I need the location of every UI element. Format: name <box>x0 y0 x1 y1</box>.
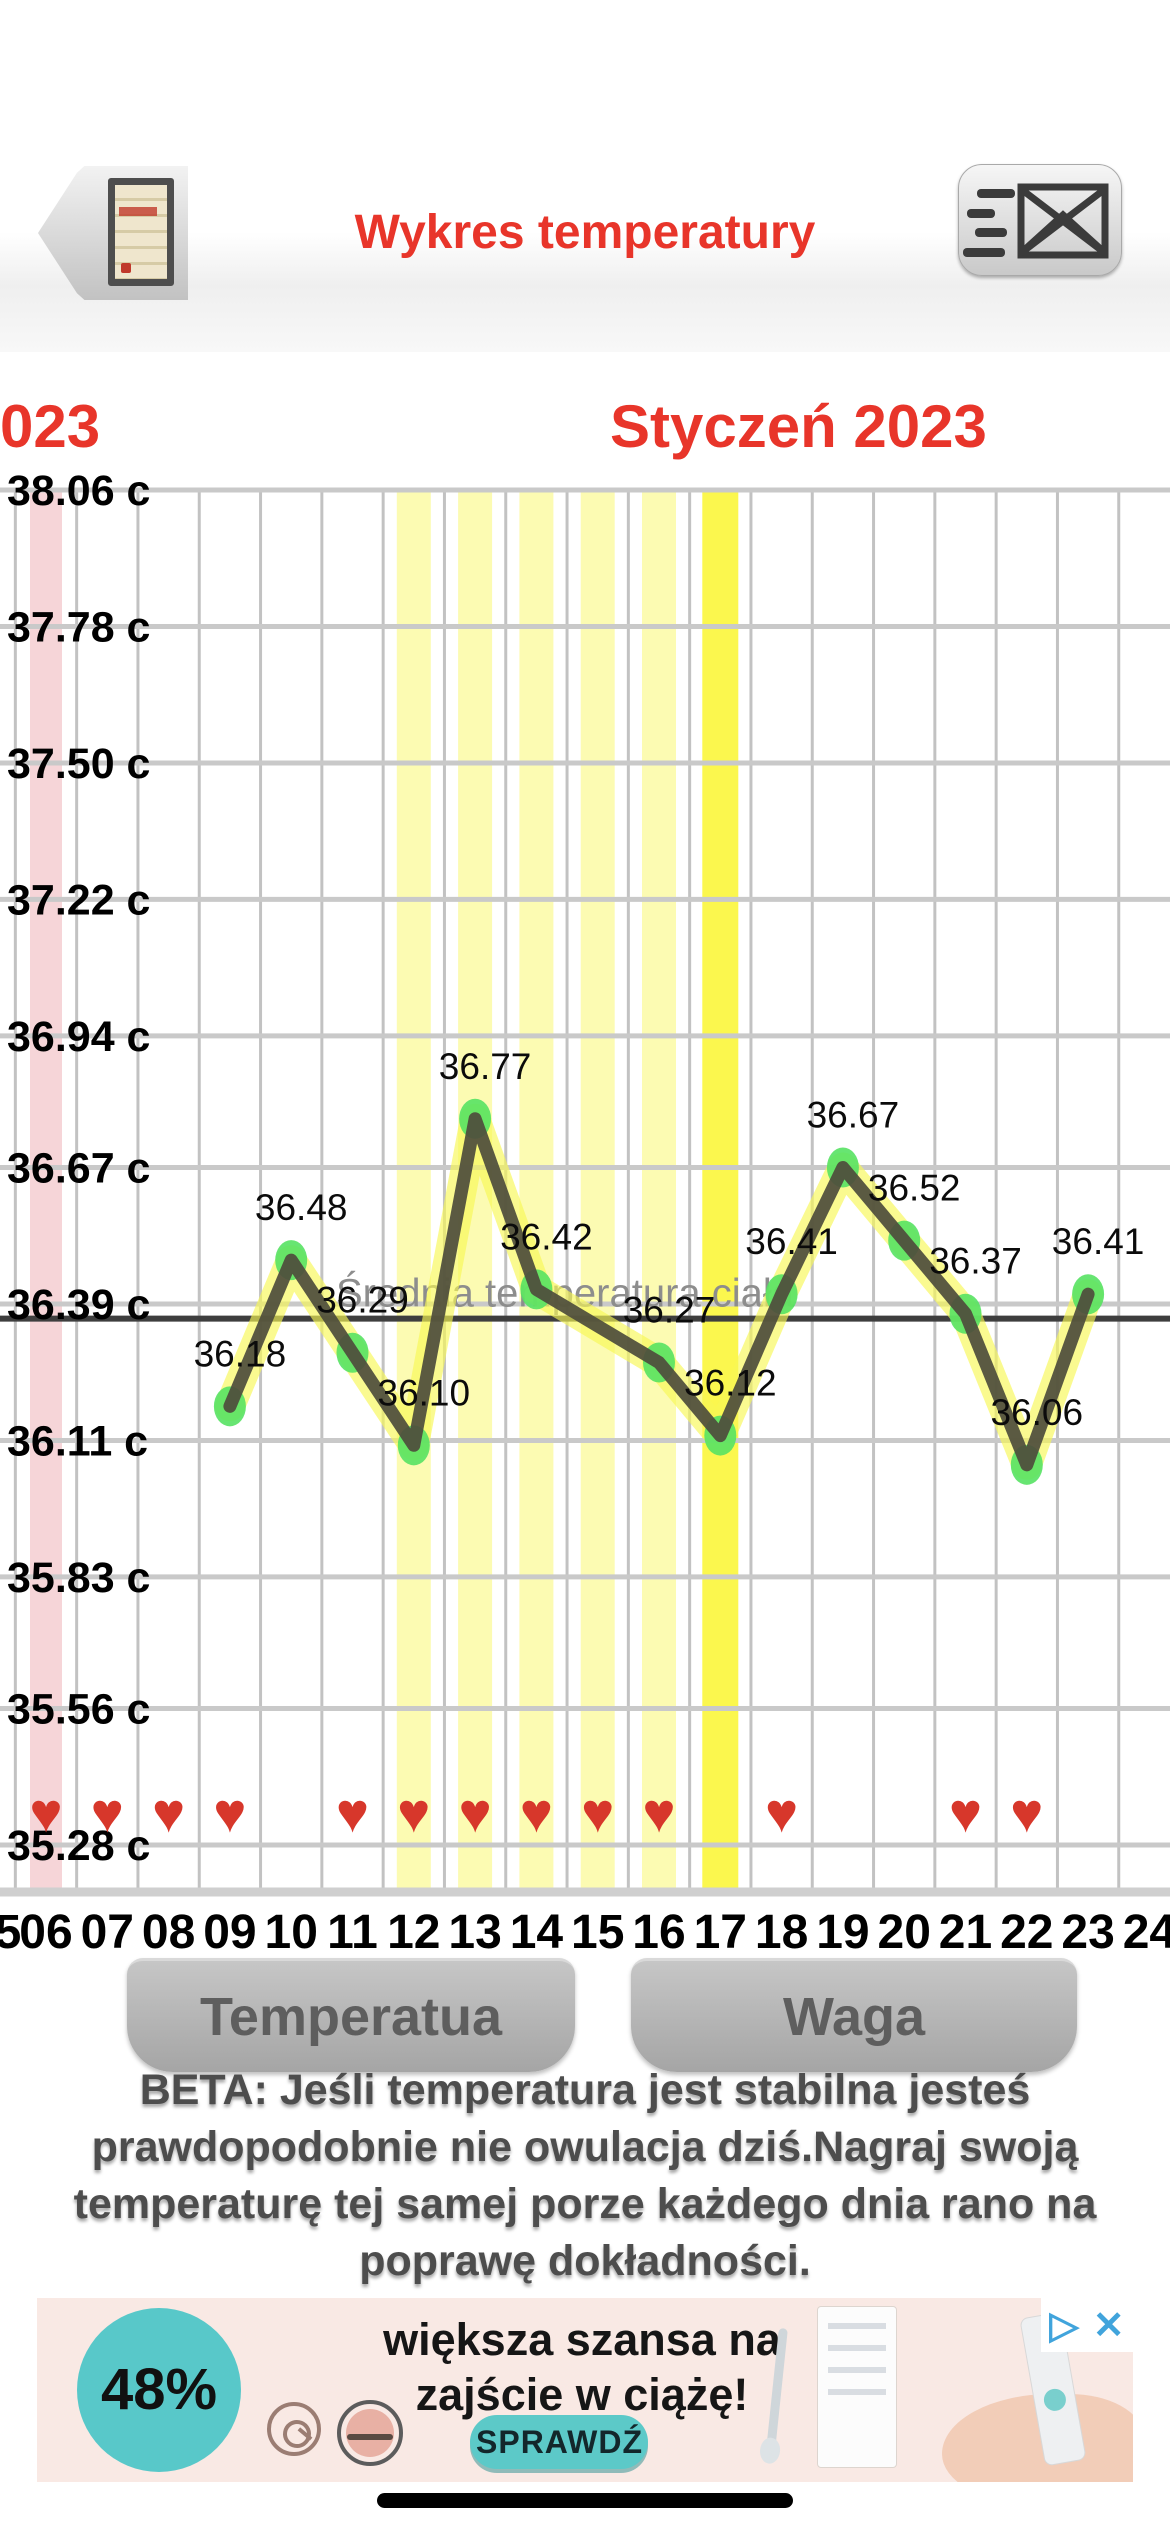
adchoices-icon[interactable]: ▷ <box>1049 2304 1079 2347</box>
heart-icon: ♥ <box>336 1781 369 1844</box>
y-tick-label: 37.50 c <box>7 740 150 788</box>
data-label: 36.67 <box>807 1095 900 1136</box>
period-band <box>30 490 62 1890</box>
data-label: 36.10 <box>378 1372 471 1413</box>
ad-cta-button[interactable]: SPRAWDŹ <box>470 2415 648 2469</box>
y-tick-label: 36.94 c <box>7 1013 150 1061</box>
heart-icon: ♥ <box>152 1781 185 1844</box>
data-label: 36.27 <box>623 1289 716 1330</box>
heart-icon: ♥ <box>581 1781 614 1844</box>
product-box-image <box>817 2306 897 2468</box>
data-label: 36.29 <box>316 1280 409 1321</box>
ad-banner[interactable]: 48% większa szansa na zajście w ciążę! S… <box>37 2298 1133 2482</box>
y-tick-label: 38.06 c <box>7 467 150 515</box>
data-label: 36.77 <box>439 1046 532 1087</box>
ad-headline-line1: większa szansa na <box>383 2314 781 2365</box>
x-tick-label: 13 <box>448 1906 501 1959</box>
ovulation-band <box>702 490 739 1890</box>
page-title: Wykres temperatury <box>354 206 816 259</box>
y-tick-label: 35.83 c <box>7 1554 150 1602</box>
home-indicator[interactable] <box>377 2493 793 2508</box>
heart-icon: ♥ <box>397 1781 430 1844</box>
fertile-band <box>519 490 554 1890</box>
x-tick-label: 21 <box>939 1906 992 1959</box>
heart-icon: ♥ <box>520 1781 553 1844</box>
magnifier-doodle-icon <box>267 2402 321 2456</box>
send-report-button[interactable] <box>958 164 1122 276</box>
tab-temperature[interactable]: Temperatua <box>127 1958 575 2072</box>
ad-headline: większa szansa na zajście w ciążę! <box>367 2312 797 2422</box>
heart-icon: ♥ <box>949 1781 982 1844</box>
x-tick-label: 17 <box>694 1906 747 1959</box>
x-tick-label: 10 <box>265 1906 318 1959</box>
fertile-band <box>642 490 676 1890</box>
y-tick-label: 37.22 c <box>7 876 150 924</box>
embryo-doodle-icon <box>337 2400 403 2466</box>
heart-icon: ♥ <box>765 1781 798 1844</box>
y-tick-label: 35.56 c <box>7 1686 150 1734</box>
ad-close-icon[interactable]: ✕ <box>1092 2304 1125 2347</box>
temperature-chart[interactable]: Średnia temperatura ciała36.1836.4836.29… <box>0 0 1170 1960</box>
ad-discount-badge: 48% <box>77 2308 241 2472</box>
x-tick-label: 07 <box>81 1906 134 1959</box>
x-tick-label: 12 <box>387 1906 440 1959</box>
x-tick-label: 15 <box>571 1906 624 1959</box>
x-tick-label: 09 <box>203 1906 256 1959</box>
x-tick-label: 24 <box>1123 1906 1170 1959</box>
data-label: 36.18 <box>194 1333 287 1374</box>
send-mail-icon <box>963 183 1109 259</box>
x-tick-label: 06 <box>19 1906 72 1959</box>
heart-icon: ♥ <box>29 1781 62 1844</box>
heart-icon: ♥ <box>213 1781 246 1844</box>
x-tick-label: 23 <box>1061 1906 1114 1959</box>
y-tick-label: 36.39 c <box>7 1281 150 1329</box>
data-label: 36.41 <box>1052 1221 1145 1262</box>
y-tick-label: 35.28 c <box>7 1822 150 1870</box>
x-tick-label: 19 <box>816 1906 869 1959</box>
month-label-current: Styczeń 2023 <box>610 393 987 460</box>
y-tick-label: 36.11 c <box>7 1417 148 1465</box>
ad-headline-line2: zajście w ciążę! <box>415 2369 749 2420</box>
heart-icon: ♥ <box>642 1781 675 1844</box>
data-label: 36.41 <box>745 1221 838 1262</box>
data-label: 36.42 <box>500 1216 593 1257</box>
x-tick-label: 18 <box>755 1906 808 1959</box>
x-tick-label: 14 <box>510 1906 564 1959</box>
fertile-band <box>580 490 615 1890</box>
beta-note: BETA: Jeśli temperatura jest stabilna je… <box>73 2066 1097 2285</box>
calendar-back-icon <box>108 178 174 286</box>
data-label: 36.06 <box>991 1392 1084 1433</box>
y-tick-label: 36.67 c <box>7 1145 150 1193</box>
y-tick-label: 37.78 c <box>7 603 150 651</box>
x-tick-label: 08 <box>142 1906 195 1959</box>
data-label: 36.12 <box>684 1363 777 1404</box>
temperature-line <box>223 1112 1095 1472</box>
heart-icon: ♥ <box>91 1781 124 1844</box>
data-label: 36.37 <box>929 1241 1022 1282</box>
data-label: 36.52 <box>868 1168 961 1209</box>
x-tick-label: 11 <box>327 1906 378 1959</box>
data-label: 36.48 <box>255 1187 348 1228</box>
tab-weight[interactable]: Waga <box>631 1958 1077 2072</box>
heart-icon: ♥ <box>458 1781 491 1844</box>
heart-icon: ♥ <box>1010 1781 1043 1844</box>
ad-choices[interactable]: ▷ ✕ <box>1041 2298 1133 2352</box>
x-tick-label: 20 <box>878 1906 931 1959</box>
x-tick-label: 22 <box>1000 1906 1053 1959</box>
x-tick-label: 16 <box>632 1906 685 1959</box>
fertile-band <box>396 490 431 1890</box>
x-tick-label: 5 <box>0 1906 21 1959</box>
month-label-previous: 023 <box>0 393 101 460</box>
